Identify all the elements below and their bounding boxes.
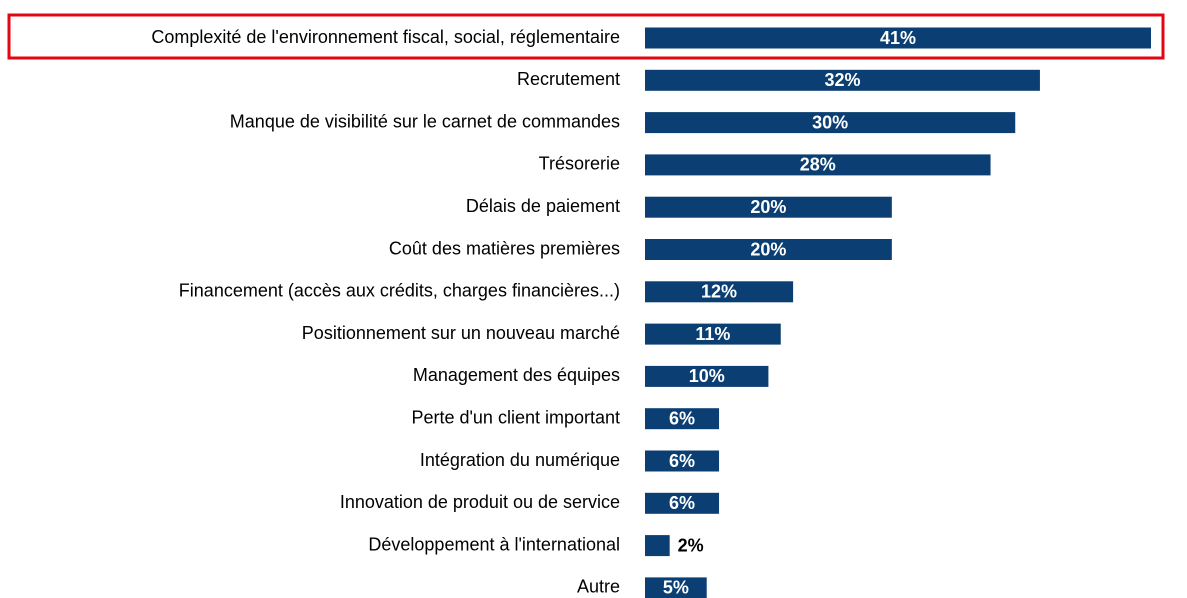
bar (645, 69, 1040, 91)
bar (645, 281, 794, 303)
category-label: Délais de paiement (466, 196, 620, 216)
bar (645, 365, 769, 387)
value-label: 41% (880, 28, 916, 48)
bar (645, 112, 1016, 134)
category-label: Intégration du numérique (420, 450, 620, 470)
bar (645, 27, 1151, 49)
category-label: Recrutement (517, 69, 620, 89)
value-label: 11% (695, 324, 730, 344)
bar (645, 492, 720, 514)
value-label: 6% (669, 408, 695, 428)
value-label: 10% (689, 366, 725, 386)
value-label: 20% (750, 239, 786, 259)
bar (645, 408, 720, 430)
category-label: Positionnement sur un nouveau marché (302, 323, 620, 343)
category-label: Perte d'un client important (411, 407, 620, 427)
value-label: 20% (750, 197, 786, 217)
category-label: Développement à l'international (368, 534, 620, 554)
bar (645, 239, 892, 260)
value-label: 32% (824, 70, 860, 90)
category-label: Innovation de produit ou de service (340, 492, 620, 512)
value-label: 12% (701, 282, 737, 302)
value-label: 6% (669, 451, 695, 471)
category-label: Trésorerie (539, 154, 620, 174)
bar (645, 535, 670, 557)
bar (645, 154, 991, 176)
highlight-box (7, 13, 1165, 60)
category-label: Manque de visibilité sur le carnet de co… (230, 111, 620, 131)
value-label: 28% (800, 155, 836, 175)
category-label: Autre (577, 577, 620, 597)
category-label: Complexité de l'environnement fiscal, so… (151, 27, 620, 47)
value-label: 5% (663, 578, 689, 598)
bar (645, 577, 707, 598)
value-label: 6% (669, 493, 695, 513)
value-label: 2% (678, 535, 704, 555)
bar (645, 323, 781, 345)
category-label: Management des équipes (413, 365, 620, 385)
bar (645, 450, 720, 472)
value-label: 30% (812, 112, 848, 132)
bar (645, 196, 892, 218)
category-label: Coût des matières premières (389, 238, 620, 258)
category-label: Financement (accès aux crédits, charges … (179, 281, 620, 301)
